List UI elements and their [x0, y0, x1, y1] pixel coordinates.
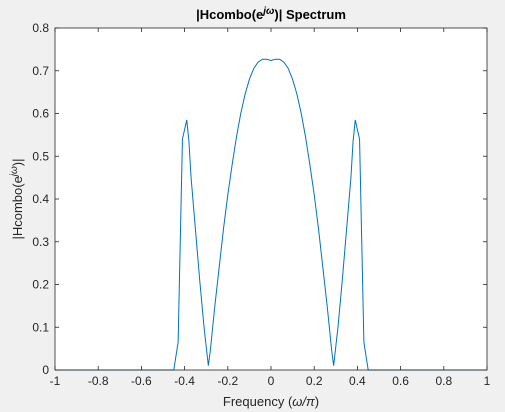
y-tick-label: 0.6 [32, 107, 49, 121]
x-axis: -1 -0.8 -0.6 -0.4 -0.2 0 0.2 0.4 0.6 0.8 1 [50, 28, 491, 388]
x-tick-label: 1 [484, 374, 491, 388]
x-tick-label: -0.8 [88, 374, 109, 388]
plot-area [55, 28, 487, 370]
x-tick-label: -1 [50, 374, 61, 388]
y-axis: 0 0.1 0.2 0.3 0.4 0.5 0.6 0.7 0.8 [32, 21, 487, 377]
chart-title: |Hcombo(ejω)| Spectrum [196, 6, 346, 22]
series-layer [55, 58, 487, 371]
x-tick-label: -0.4 [174, 374, 195, 388]
y-tick-label: 0.4 [32, 192, 49, 206]
series-line-0 [55, 58, 487, 371]
y-tick-label: 0.2 [32, 278, 49, 292]
x-tick-label: 0 [268, 374, 275, 388]
y-tick-label: 0.1 [32, 320, 49, 334]
x-tick-label: 0.8 [435, 374, 452, 388]
y-tick-label: 0.3 [32, 235, 49, 249]
x-tick-label: 0.2 [306, 374, 323, 388]
y-tick-label: 0 [42, 363, 49, 377]
x-tick-label: 0.4 [349, 374, 366, 388]
x-tick-label: -0.2 [217, 374, 238, 388]
x-tick-label: 0.6 [392, 374, 409, 388]
y-tick-label: 0.8 [32, 21, 49, 35]
y-tick-label: 0.5 [32, 149, 49, 163]
x-tick-label: -0.6 [131, 374, 152, 388]
y-axis-label: |Hcombo(ejω)| [9, 158, 25, 239]
x-axis-label: Frequency (ω/π) [223, 394, 319, 409]
y-tick-label: 0.7 [32, 64, 49, 78]
